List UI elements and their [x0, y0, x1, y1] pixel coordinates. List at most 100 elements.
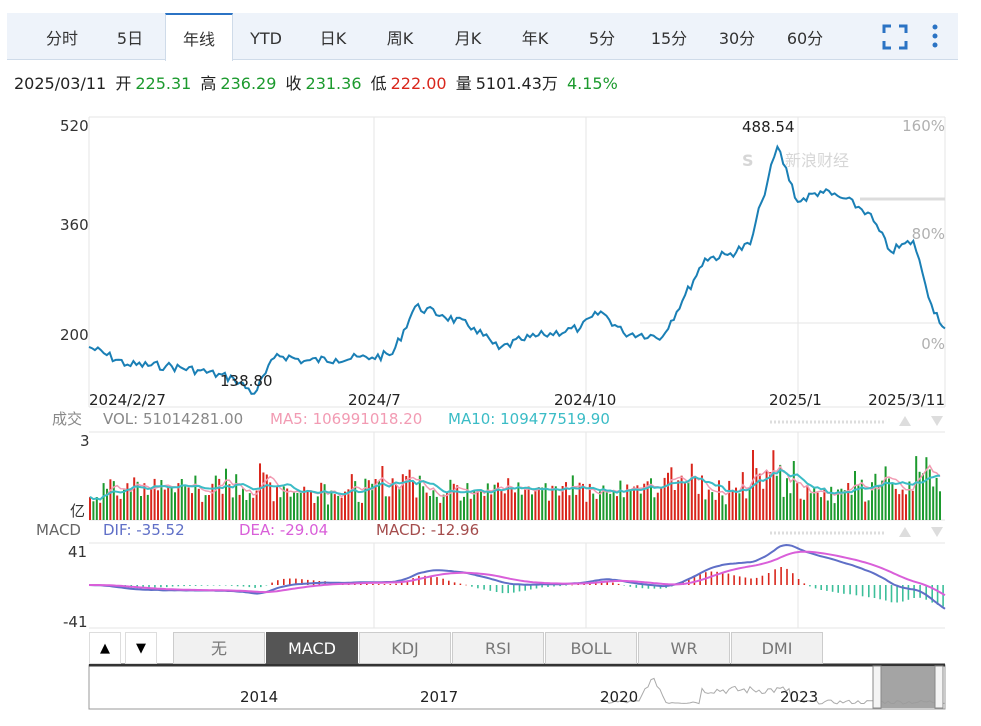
volume-bar [279, 497, 282, 520]
macd-bar [629, 585, 632, 587]
volume-bar [813, 487, 816, 520]
tab-intraday[interactable]: 分时 [45, 29, 78, 48]
volume-bar [745, 498, 748, 520]
macd-bar [617, 583, 620, 585]
macd-bar [206, 585, 209, 586]
macd-bar [354, 583, 356, 585]
indicator-kdj-button[interactable]: KDJ [359, 632, 451, 664]
navigator-handle-left[interactable] [872, 665, 882, 709]
volume-bar [514, 492, 516, 520]
volume-value: 5101.43万 [475, 74, 558, 93]
volume-bar [89, 496, 91, 520]
volume-bar [721, 495, 724, 520]
volume-bar [639, 493, 642, 520]
watermark-logo: S [742, 151, 754, 170]
macd-bar [513, 585, 515, 593]
volume-bar [150, 489, 153, 520]
navigator-frame[interactable] [88, 664, 946, 710]
volume-panel-controls[interactable] [770, 416, 943, 426]
volume-bar [194, 475, 197, 520]
tab-weekly-k[interactable]: 周K [386, 29, 414, 48]
x-tick-label: 2024/2/27 [89, 391, 166, 409]
indicator-macd-button[interactable]: MACD [266, 632, 358, 664]
volume-bar [922, 473, 924, 520]
volume-bar [867, 500, 870, 520]
pct-tick-label: 0% [921, 335, 945, 353]
macd-bar [483, 585, 485, 590]
navigator-selection[interactable] [880, 666, 935, 708]
navigator-handle-right[interactable] [934, 665, 944, 709]
volume-bar [398, 487, 401, 520]
volume-bar [146, 494, 149, 520]
indicator-boll-button[interactable]: BOLL [545, 632, 637, 664]
macd-bar [761, 575, 764, 585]
indicator-rsi-button[interactable]: RSI [452, 632, 544, 664]
macd-bar [177, 585, 180, 587]
volume-bar [673, 490, 676, 520]
macd-grid [89, 542, 945, 629]
volume-bar [439, 502, 442, 520]
volume-bar [466, 483, 469, 520]
volume-bar [891, 482, 894, 520]
macd-bar [931, 585, 933, 603]
volume-bar [779, 464, 782, 520]
macd-panel-controls[interactable] [770, 527, 943, 537]
indicator-wr-button[interactable]: WR [638, 632, 730, 664]
scroll-down-button[interactable]: ▼ [125, 632, 157, 664]
tab-5min[interactable]: 5分 [588, 29, 616, 48]
volume-bar [378, 480, 380, 520]
tab-monthly-k[interactable]: 月K [454, 29, 482, 48]
tab-5day[interactable]: 5日 [116, 29, 144, 48]
macd-bar [635, 585, 638, 588]
volume-bar [752, 450, 754, 520]
tab-15min[interactable]: 15分 [650, 29, 688, 48]
macd-bar [194, 585, 197, 586]
volume-bar [762, 488, 765, 520]
volume-bar [160, 480, 163, 520]
fullscreen-icon[interactable] [882, 24, 908, 50]
volume-bar [235, 474, 238, 520]
volume-bar [588, 483, 591, 520]
indicator-dmi-button[interactable]: DMI [731, 632, 823, 664]
volume-bar [843, 490, 846, 520]
tab-30min[interactable]: 30分 [718, 29, 756, 48]
tab-60min[interactable]: 60分 [786, 29, 824, 48]
volume-bar [500, 490, 503, 520]
macd-bar [565, 585, 567, 586]
volume-bar [796, 483, 799, 520]
macd-bar [372, 584, 374, 585]
navigator-year: 2020 [600, 688, 638, 706]
macd-bar [879, 585, 881, 600]
macd-bar [612, 582, 614, 585]
tab-daily-k[interactable]: 日K [319, 29, 347, 48]
volume-bar [490, 494, 493, 520]
tab-ytd[interactable]: YTD [250, 29, 282, 48]
volume-bar [905, 494, 907, 520]
volume-bar [520, 494, 523, 520]
volume-bar [510, 489, 513, 520]
volume-ma5-line [89, 464, 941, 501]
macd-bar [366, 583, 368, 585]
volume-bar [537, 487, 540, 520]
indicator-none-button[interactable]: 无 [173, 632, 265, 664]
volume-bar [646, 481, 649, 520]
macd-y-bottom: -41 [63, 613, 88, 631]
volume-bar [803, 499, 805, 520]
tab-yearly-k[interactable]: 年K [521, 29, 549, 48]
macd-bar [885, 585, 887, 601]
dif-line [88, 543, 946, 610]
scroll-up-button[interactable]: ▲ [89, 632, 121, 664]
volume-bar [425, 492, 428, 520]
macd-bar [124, 585, 127, 588]
tab-year-line[interactable]: 年线 [165, 13, 233, 61]
volume-bar [459, 500, 462, 520]
macd-bar [459, 583, 462, 585]
macd-histogram [89, 567, 944, 607]
more-menu-icon[interactable] [927, 24, 943, 50]
volume-bar [449, 479, 452, 520]
volume-bar [429, 496, 431, 520]
volume-bar [684, 483, 686, 520]
macd-bar [418, 575, 420, 585]
macd-bar [412, 578, 414, 585]
macd-bar [583, 583, 585, 585]
